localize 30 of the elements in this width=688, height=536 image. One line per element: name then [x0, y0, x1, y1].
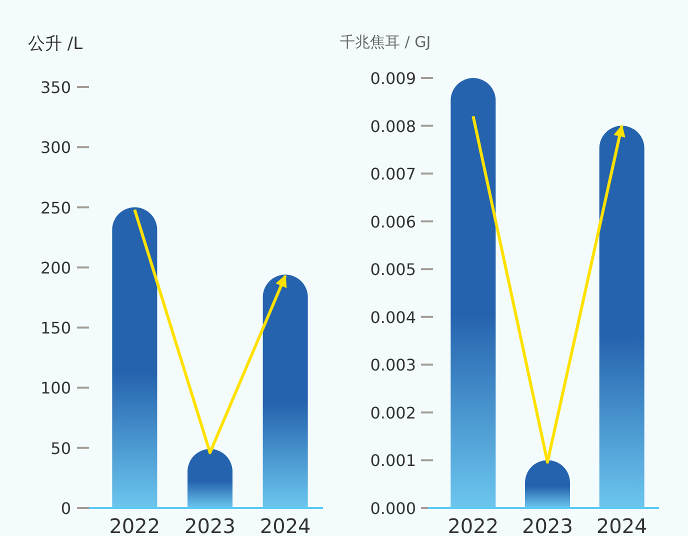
x-tick-label: 2022	[109, 514, 160, 536]
y-tick-label: 200	[40, 258, 71, 278]
y-tick-label: 0.002	[370, 403, 416, 422]
y-tick-label: 0.006	[370, 212, 416, 232]
y-tick-label: 0.000	[370, 499, 416, 518]
y-tick-label: 50	[50, 438, 71, 458]
y-tick-label: 0.009	[370, 69, 416, 88]
y-tick-label: 0	[60, 499, 71, 518]
y-tick-label: 0.003	[370, 356, 416, 375]
y-tick-label: 250	[40, 198, 71, 218]
y-tick-label: 350	[40, 78, 71, 97]
y-tick-label: 0.005	[370, 260, 416, 280]
y-axis-title: 公升 /L	[28, 34, 84, 54]
x-tick-label: 2023	[522, 514, 573, 536]
y-tick-label: 150	[40, 318, 71, 338]
bar	[450, 78, 496, 508]
y-tick-label: 300	[40, 138, 71, 158]
bar	[112, 207, 158, 508]
x-tick-label: 2023	[184, 514, 236, 536]
y-tick-label: 0.004	[370, 308, 416, 327]
y-tick-label: 0.008	[370, 116, 416, 136]
x-tick-label: 2024	[260, 514, 311, 536]
x-tick-label: 2024	[596, 514, 648, 536]
y-tick-label: 0.007	[370, 164, 416, 184]
x-tick-label: 2022	[448, 514, 499, 536]
y-tick-label: 0.001	[370, 451, 416, 470]
y-axis-title: 千兆焦耳 / GJ	[340, 33, 431, 51]
y-tick-label: 100	[40, 378, 71, 398]
bar	[599, 126, 644, 508]
bar	[262, 274, 308, 508]
